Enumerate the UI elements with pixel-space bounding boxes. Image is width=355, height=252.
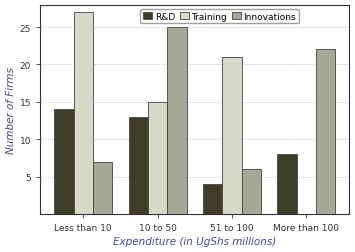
Bar	[148, 103, 167, 214]
Y-axis label: Number of Firms: Number of Firms	[6, 67, 16, 153]
Legend: R&D, Training, Innovations: R&D, Training, Innovations	[141, 10, 299, 24]
X-axis label: Expenditure (in UgShs millions): Expenditure (in UgShs millions)	[113, 237, 277, 246]
Bar	[277, 155, 297, 214]
Bar	[73, 13, 93, 214]
Bar	[242, 170, 261, 214]
Bar	[54, 110, 73, 214]
Bar	[222, 58, 242, 214]
Bar	[316, 50, 335, 214]
Bar	[203, 184, 222, 214]
Bar	[167, 28, 187, 214]
Bar	[129, 117, 148, 214]
Bar	[93, 162, 112, 214]
